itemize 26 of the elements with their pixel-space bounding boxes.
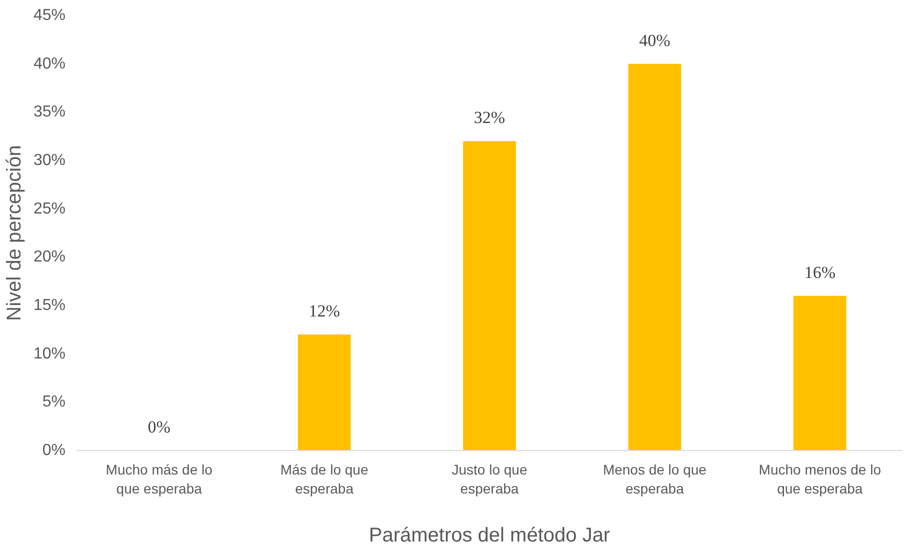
bar xyxy=(463,141,516,450)
y-axis-title: Nivel de percepción xyxy=(3,145,26,321)
x-tick-label: Mucho menos de lo que esperaba xyxy=(758,462,882,497)
y-tick-label: 20% xyxy=(33,248,66,266)
x-tick-label: Menos de lo que esperaba xyxy=(602,462,707,497)
data-label: 0% xyxy=(148,418,170,436)
y-tick-label: 30% xyxy=(33,152,66,169)
x-tick-label: Justo lo que esperaba xyxy=(452,462,528,497)
y-tick-label: 0% xyxy=(42,442,66,459)
bar xyxy=(298,334,351,450)
y-tick-label: 25% xyxy=(33,200,66,218)
y-tick-label: 35% xyxy=(33,104,66,121)
y-tick-label: 45% xyxy=(33,7,66,24)
y-tick-label: 15% xyxy=(33,297,66,314)
bar xyxy=(793,296,846,450)
data-label: 32% xyxy=(474,108,506,128)
x-tick-label: Más de lo que esperaba xyxy=(280,462,368,497)
data-label: 12% xyxy=(308,302,340,320)
y-tick-label: 40% xyxy=(33,55,66,72)
x-axis-title: Parámetros del método Jar xyxy=(368,524,610,547)
bar xyxy=(628,64,682,450)
y-tick-label: 5% xyxy=(42,394,66,411)
data-label: 16% xyxy=(804,262,836,282)
y-tick-label: 10% xyxy=(33,345,66,362)
x-tick-label: Mucho más de lo que esperaba xyxy=(106,462,213,497)
data-label: 40% xyxy=(639,30,670,50)
